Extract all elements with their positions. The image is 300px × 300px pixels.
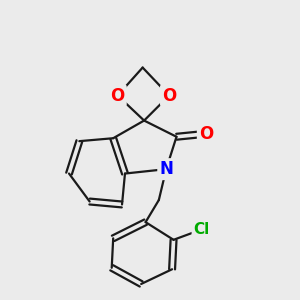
Text: O: O [162, 86, 176, 104]
Text: O: O [199, 125, 213, 143]
Text: O: O [110, 86, 125, 104]
Text: N: N [159, 160, 173, 178]
Text: Cl: Cl [194, 222, 210, 237]
